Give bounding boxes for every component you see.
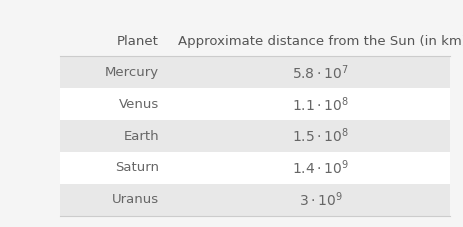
Text: $\mathrm{1.4 \cdot 10^{9}}$: $\mathrm{1.4 \cdot 10^{9}}$ (292, 159, 349, 177)
Text: $\mathrm{1.5 \cdot 10^{8}}$: $\mathrm{1.5 \cdot 10^{8}}$ (292, 127, 349, 145)
Text: Venus: Venus (119, 98, 159, 111)
Text: Approximate distance from the Sun (in km): Approximate distance from the Sun (in km… (177, 35, 463, 48)
Text: Mercury: Mercury (105, 66, 159, 79)
Text: Earth: Earth (123, 130, 159, 143)
Text: Saturn: Saturn (115, 161, 159, 174)
Text: Uranus: Uranus (112, 193, 159, 206)
Text: $\mathrm{5.8 \cdot 10^{7}}$: $\mathrm{5.8 \cdot 10^{7}}$ (292, 63, 348, 82)
Text: $\mathrm{3 \cdot 10^{9}}$: $\mathrm{3 \cdot 10^{9}}$ (298, 190, 342, 209)
Text: Planet: Planet (117, 35, 159, 48)
Text: $\mathrm{1.1 \cdot 10^{8}}$: $\mathrm{1.1 \cdot 10^{8}}$ (292, 95, 349, 114)
